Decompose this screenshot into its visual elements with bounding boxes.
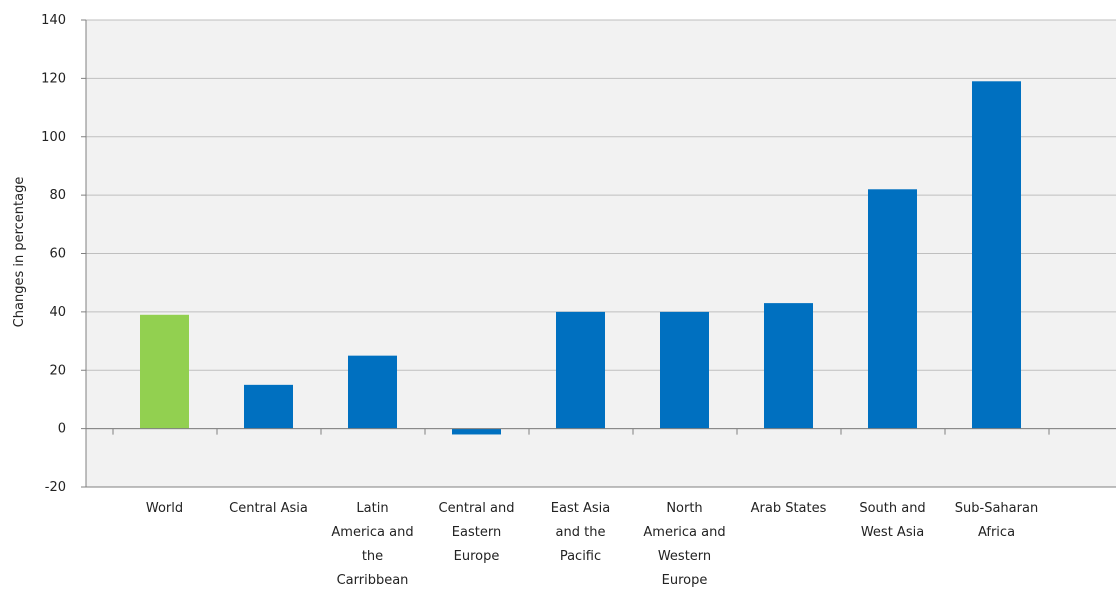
y-axis-title: Changes in percentage (12, 177, 27, 328)
y-tick-labels: -20 0 20 40 60 80 100 120 140 (41, 13, 66, 495)
axes (81, 19, 1116, 488)
bar (764, 303, 813, 429)
category-label: Sub-Saharan Africa (955, 501, 1038, 540)
category-labels: World Central Asia Latin America and the Carr… (146, 501, 1038, 588)
bar (244, 384, 293, 429)
bar (452, 428, 501, 435)
y-tick-label: 20 (49, 363, 66, 378)
category-label: North America and Western Europe (643, 501, 725, 588)
category-label: South and West Asia (859, 501, 925, 540)
category-label: Arab States (751, 501, 827, 516)
y-tick-label: 80 (49, 188, 66, 203)
bar (140, 314, 189, 429)
category-label: East Asia and the Pacific (551, 501, 610, 564)
y-tick-label: 40 (49, 305, 66, 320)
category-label: Central Asia (229, 501, 308, 516)
bar (972, 81, 1021, 429)
y-tick-label: 100 (41, 130, 66, 145)
bar (660, 311, 709, 429)
category-label: Latin America and the Carribbean (331, 501, 413, 588)
y-tick-label: 60 (49, 247, 66, 262)
y-tick-label: 120 (41, 71, 66, 86)
bars (140, 81, 1021, 435)
bar (556, 311, 605, 429)
bar (348, 355, 397, 429)
bar (868, 189, 917, 429)
y-tick-label: 0 (58, 422, 66, 437)
category-label: World (146, 501, 183, 516)
y-tick-label: 140 (41, 13, 66, 28)
y-tick-label: -20 (45, 480, 66, 495)
category-label: Central and Eastern Europe (439, 501, 515, 564)
